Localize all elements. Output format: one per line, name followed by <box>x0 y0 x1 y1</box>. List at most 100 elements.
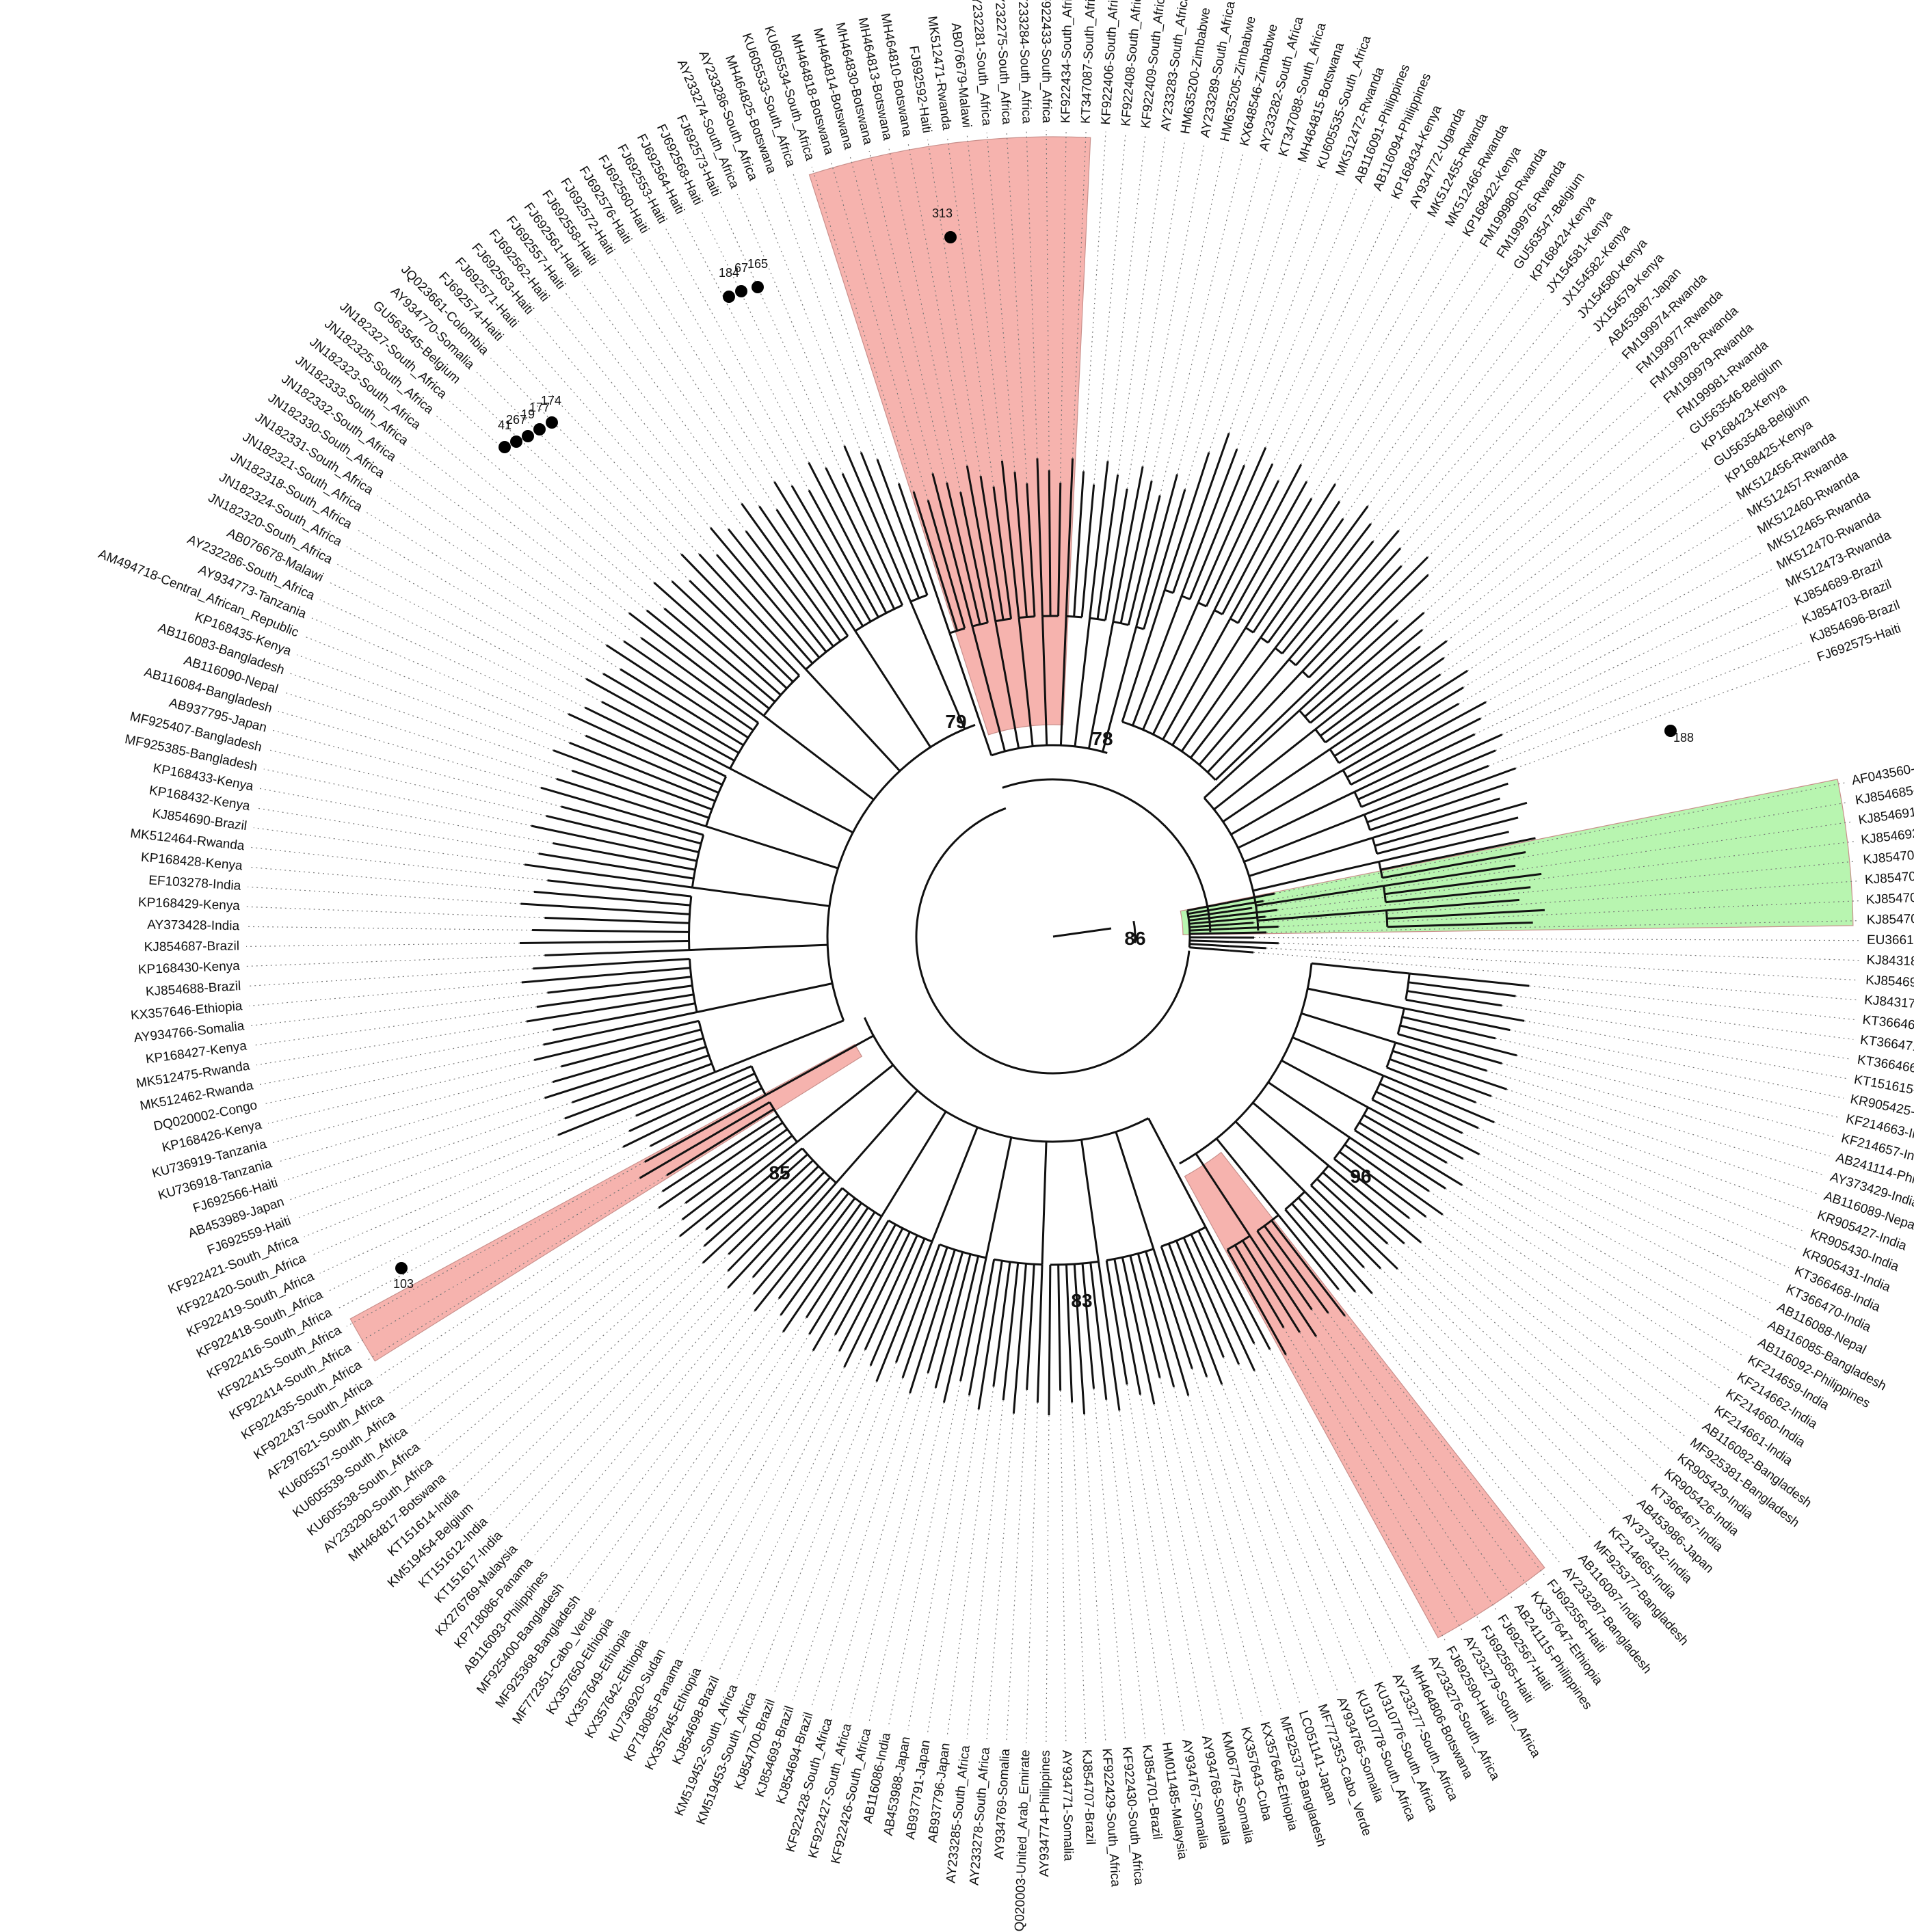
tip-leader <box>1444 468 1710 658</box>
tree-branch <box>1197 1230 1255 1344</box>
tree-branch-arc <box>689 958 698 1012</box>
tree-branch <box>1271 1220 1346 1317</box>
tip-leader <box>1244 189 1357 466</box>
tip-leader <box>888 1380 961 1727</box>
tip-leader <box>1478 1127 1790 1269</box>
tree-branch <box>1349 1136 1430 1192</box>
tree-branch <box>1227 907 1253 913</box>
tip-leader <box>476 1254 729 1501</box>
tip-leader <box>1338 1289 1561 1564</box>
tree-branch <box>1304 612 1425 718</box>
tree-branch <box>1230 941 1279 945</box>
tree-branch <box>709 527 821 658</box>
tree-branch <box>1383 864 1516 887</box>
tip-leader <box>907 143 968 466</box>
tip-leader <box>1191 1368 1301 1705</box>
tip-label: KJ854697-Brazil <box>1865 973 1914 993</box>
tip-label: KJ843183-Argentina <box>1866 953 1914 971</box>
tree-branch <box>658 1121 784 1209</box>
pink-clade-highlight-haiti-left <box>349 1043 863 1362</box>
tip-label: KJ854701-Brazil <box>1139 1744 1165 1840</box>
tree-branch <box>680 553 800 677</box>
tip-leader <box>399 1203 686 1411</box>
bootstrap-value: 83 <box>1071 1290 1092 1311</box>
tree-branch-arc <box>1314 728 1327 743</box>
tree-branch <box>762 714 875 801</box>
tree-branch <box>1206 670 1303 773</box>
tree-branch <box>1314 574 1429 685</box>
tip-leader <box>1327 1313 1530 1589</box>
tip-leader <box>793 172 899 484</box>
tree-branch <box>1163 452 1210 591</box>
tree-branch-arc <box>1245 626 1254 634</box>
tip-leader <box>336 563 602 703</box>
tree-branch <box>526 993 694 1023</box>
tree-branch <box>808 489 879 618</box>
tree-branch <box>639 1101 771 1179</box>
tree-branch <box>1292 1036 1384 1077</box>
tip-leader <box>263 1044 544 1105</box>
tree-branch <box>754 1192 850 1312</box>
tip-leader <box>1502 1062 1830 1157</box>
tip-label: KJ843175-F4 <box>1864 993 1914 1014</box>
tip-leader <box>1208 168 1301 453</box>
tree-branch <box>1243 814 1365 863</box>
tree-branch-arc <box>762 675 800 716</box>
marker-label: 184 <box>719 266 739 280</box>
tree-branch <box>1344 1144 1444 1216</box>
tip-leader <box>550 1311 756 1568</box>
tree-branch <box>532 929 689 933</box>
tree-branch-arc <box>1274 647 1283 655</box>
marker-label: 165 <box>747 257 768 271</box>
tree-branch <box>1182 1237 1240 1365</box>
tree-branch <box>540 786 704 836</box>
tip-leader <box>411 446 630 614</box>
tip-leader <box>1516 1055 1835 1138</box>
tip-leader <box>388 479 624 642</box>
tip-leader <box>1487 1070 1824 1176</box>
tree-branch <box>1121 1257 1156 1405</box>
tip-leader <box>1422 420 1674 630</box>
bootstrap-value: 79 <box>945 711 966 732</box>
tree-branch <box>1281 1059 1369 1109</box>
tree-branch <box>1187 902 1227 912</box>
tree-branch <box>620 668 744 747</box>
tree-branch <box>1041 1141 1048 1265</box>
tip-leader <box>534 1293 754 1555</box>
tip-leader <box>336 1145 651 1310</box>
tree-branch-arc <box>1121 721 1217 781</box>
tree-branch <box>533 958 690 970</box>
tree-branch <box>931 473 974 627</box>
tree-branch <box>966 466 997 621</box>
tree-branch <box>1229 949 1254 954</box>
tree-branch <box>1081 1263 1095 1389</box>
tip-leader <box>1006 131 1028 484</box>
tip-leader <box>1440 484 1722 675</box>
tree-branch <box>1189 943 1230 948</box>
tree-branch <box>1310 1184 1398 1270</box>
marker-dot <box>723 291 735 303</box>
tree-branch <box>520 902 690 915</box>
tree-branch <box>1357 734 1503 801</box>
tree-branch <box>909 601 966 729</box>
tip-leader <box>1397 1268 1634 1497</box>
tree-branch <box>1121 589 1166 723</box>
tree-branch <box>1404 1007 1511 1032</box>
tree-branch <box>533 890 691 907</box>
tip-leader <box>246 906 545 919</box>
tree-branch-arc <box>1396 1008 1405 1034</box>
tree-branch-arc <box>991 744 1108 757</box>
marker-label: 177 <box>529 401 550 414</box>
tree-branch <box>706 825 838 870</box>
tip-leader <box>278 710 542 788</box>
tip-leader <box>1311 1309 1514 1600</box>
tree-branch <box>1359 1121 1463 1186</box>
tip-leader <box>377 495 607 646</box>
tip-leader <box>256 807 539 855</box>
tree-branch <box>1320 640 1448 737</box>
tree-branch-arc <box>801 1147 837 1184</box>
tree-branch <box>1361 749 1496 808</box>
tree-branch <box>1274 523 1372 649</box>
tree-branch <box>635 1065 752 1117</box>
tree-branch <box>808 461 888 614</box>
